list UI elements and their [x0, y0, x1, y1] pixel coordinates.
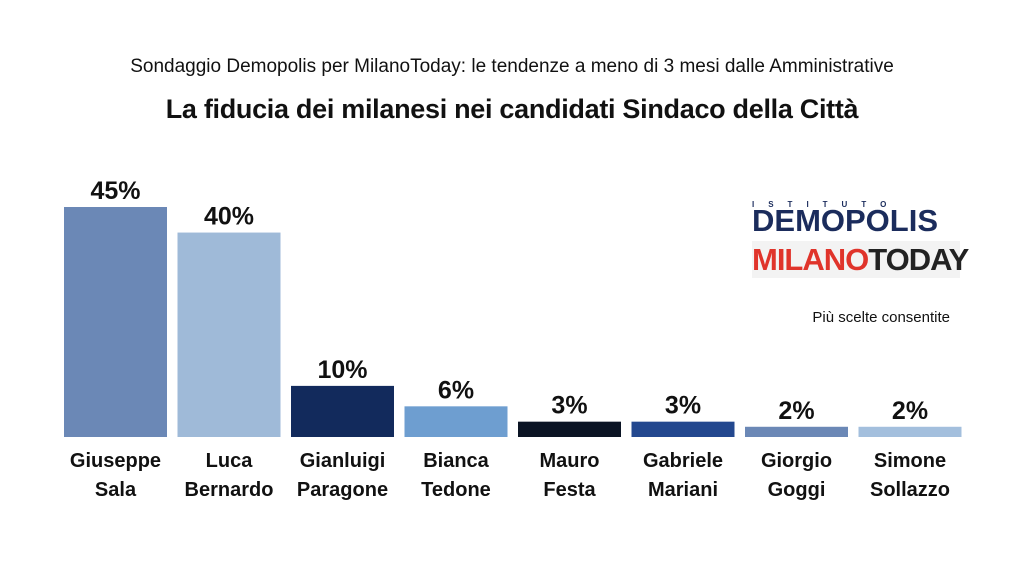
category-label: Mariani	[648, 479, 718, 501]
bar-bianca-tedone	[404, 406, 508, 437]
category-label: Festa	[543, 479, 596, 501]
bar-giuseppe-sala	[64, 207, 167, 437]
bar-luca-bernardo	[177, 232, 281, 437]
category-label: Mauro	[540, 450, 600, 472]
category-label: Sollazzo	[870, 479, 950, 501]
category-label: Sala	[95, 479, 137, 501]
value-label: 3%	[551, 392, 587, 420]
category-label: Goggi	[768, 479, 826, 501]
bar-giorgio-goggi	[745, 426, 848, 437]
category-label: Gianluigi	[300, 450, 386, 472]
chart-subtitle: Sondaggio Demopolis per MilanoToday: le …	[130, 56, 894, 77]
category-label: Bernardo	[185, 479, 274, 501]
logo-milano-part: MILANO	[752, 242, 869, 277]
bar-mauro-festa	[518, 421, 621, 437]
value-label: 2%	[778, 397, 814, 425]
value-label: 2%	[892, 397, 928, 425]
chart-title: La fiducia dei milanesi nei candidati Si…	[165, 94, 859, 124]
demopolis-logo: DEMOPOLIS	[752, 203, 939, 238]
value-label: 10%	[317, 356, 367, 384]
logo-today-part: TODAY	[868, 242, 969, 277]
bar-gabriele-mariani	[631, 421, 735, 437]
value-label: 45%	[90, 177, 140, 205]
category-label: Paragone	[297, 479, 388, 501]
category-label: Giorgio	[761, 450, 832, 472]
value-label: 6%	[438, 376, 474, 404]
category-label: Giuseppe	[70, 450, 161, 472]
category-label: Tedone	[421, 479, 491, 501]
multiple-choice-note: Più scelte consentite	[812, 309, 950, 326]
logo-istituto-text: ISTITUTO	[752, 200, 901, 209]
value-label: 3%	[665, 392, 701, 420]
milanotoday-logo: MILANOTODAY	[752, 241, 969, 278]
bar-gianluigi-paragone	[291, 385, 394, 437]
value-label: 40%	[204, 203, 254, 231]
bar-simone-sollazzo	[858, 426, 962, 437]
category-label: Gabriele	[643, 450, 723, 472]
category-label: Luca	[206, 450, 254, 472]
category-label: Simone	[874, 450, 946, 472]
category-label: Bianca	[423, 450, 489, 472]
